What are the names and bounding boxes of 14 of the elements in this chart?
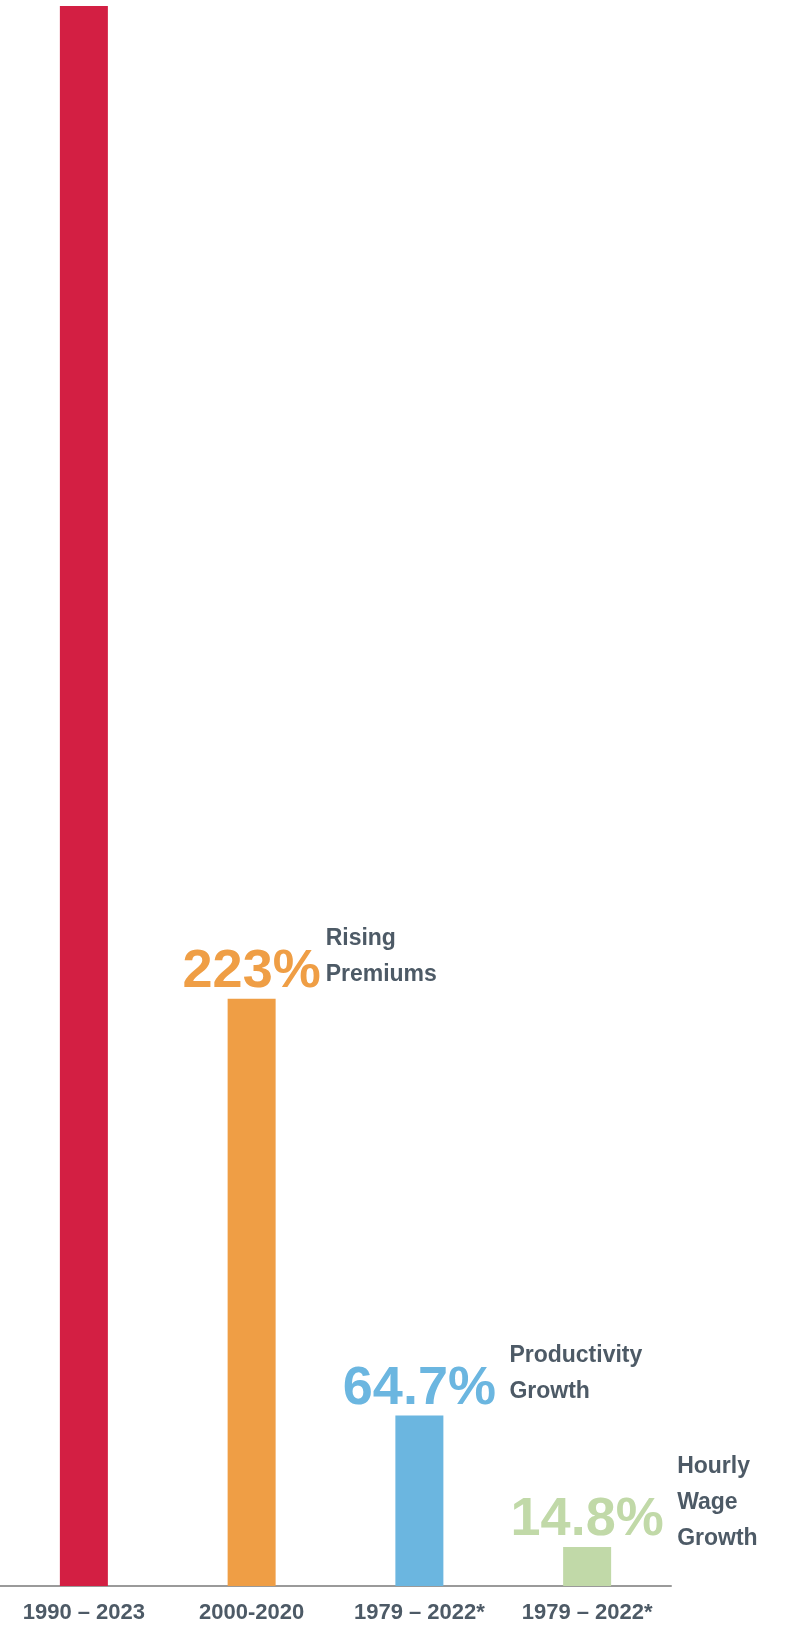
data-label: 223% [182, 937, 321, 998]
x-tick-label: 1979 – 2022* [353, 1598, 486, 1624]
annotation: Productivity Growth [509, 1340, 649, 1403]
bar [227, 998, 276, 1586]
bar [59, 6, 108, 1586]
data-label: 14.8% [510, 1486, 664, 1547]
data-label: 64.7% [342, 1354, 496, 1415]
annotation: Rising Premiums [325, 923, 437, 986]
bar [563, 1547, 612, 1586]
text: Hourly Wage Growth [677, 1452, 758, 1551]
x-tick-label: 1990 – 2023 [22, 1598, 146, 1624]
x-tick-label: 2000-2020 [199, 1598, 305, 1624]
bar [395, 1415, 444, 1586]
x-tick-label: 1979 – 2022* [521, 1598, 654, 1624]
